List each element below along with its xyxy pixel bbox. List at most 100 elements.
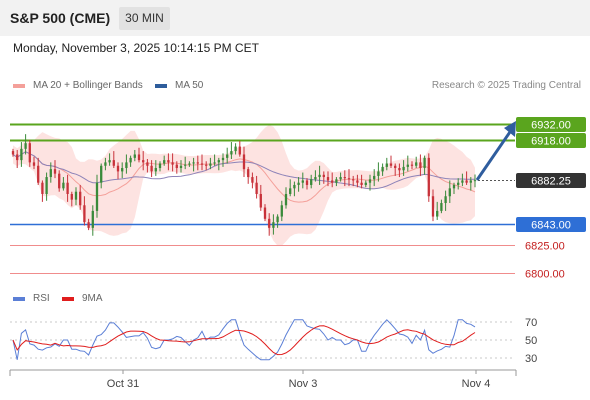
candle: [356, 174, 359, 188]
candle-body: [234, 146, 237, 152]
candle: [95, 174, 99, 218]
candle: [150, 160, 153, 178]
last-price-tag: [516, 173, 586, 188]
candle: [284, 187, 288, 209]
candle-body: [108, 160, 111, 163]
candle: [242, 146, 246, 178]
candle: [427, 153, 430, 202]
candle: [263, 204, 267, 222]
candle: [188, 161, 191, 167]
candle-body: [314, 177, 317, 180]
candle: [347, 169, 351, 187]
forecast-arrow-icon: [504, 121, 516, 137]
candle-body: [205, 164, 208, 166]
candle: [305, 178, 309, 190]
candle: [70, 191, 73, 207]
rsi-panel: 70 50 30: [10, 317, 537, 365]
candle-body: [11, 151, 15, 155]
candle-body: [289, 188, 292, 194]
candle-body: [87, 222, 90, 228]
candle: [217, 157, 220, 171]
x-axis: Oct 31 Nov 3 Nov 4: [9, 369, 517, 390]
candle-body: [457, 182, 460, 185]
rsi-lines: [12, 319, 476, 361]
candle: [469, 177, 472, 191]
rsi-swatch: [13, 296, 25, 301]
candle: [297, 177, 300, 192]
candle: [221, 153, 225, 167]
candle-body: [347, 178, 351, 180]
candle: [238, 140, 241, 157]
candle-body: [389, 163, 393, 166]
candle: [465, 171, 468, 185]
candle: [335, 177, 338, 187]
candle: [121, 162, 124, 179]
candle-body: [179, 165, 183, 169]
candle-body: [364, 182, 367, 185]
legend-ma50: MA 50: [155, 80, 203, 91]
candle-body: [406, 164, 409, 167]
candle-body: [377, 171, 380, 176]
candle-body: [137, 154, 141, 161]
pivot-tag-3: [516, 217, 586, 232]
candle: [406, 155, 409, 172]
candle-body: [394, 165, 397, 169]
candle: [339, 172, 342, 182]
candle-body: [91, 210, 94, 228]
candle-body: [58, 173, 61, 189]
candle: [368, 174, 372, 191]
rsi-tick-30: 30: [525, 353, 537, 365]
candle-body: [276, 216, 279, 223]
candle-body: [465, 180, 468, 183]
candle-body: [339, 177, 342, 180]
candle-body: [381, 166, 384, 172]
candle-body: [423, 157, 426, 169]
candle-body: [41, 182, 44, 194]
candle-body: [163, 160, 166, 164]
candle-body: [331, 180, 334, 183]
rsi-tick-70: 70: [525, 317, 537, 329]
candle-body: [133, 154, 136, 158]
candle: [457, 178, 460, 190]
candle-body: [440, 203, 443, 211]
candle-body: [49, 169, 52, 178]
candle-body: [415, 162, 418, 166]
candle: [389, 155, 393, 169]
candle: [32, 156, 36, 170]
candle-body: [129, 157, 132, 163]
candle-body: [305, 180, 309, 185]
research-credit: Research © 2025 Trading Central: [431, 80, 581, 91]
candle-body: [448, 188, 451, 197]
candle: [394, 163, 397, 176]
candle-body: [53, 169, 57, 174]
candle-body: [263, 207, 267, 219]
candle-body: [70, 193, 73, 200]
candle: [360, 174, 363, 189]
last-price-text: 6882.25: [531, 176, 571, 188]
candle: [436, 201, 439, 220]
candle: [255, 175, 258, 199]
candle-body: [272, 222, 275, 228]
datetime-label: Monday, November 3, 2025 10:14:15 PM CET: [13, 41, 259, 55]
candle: [205, 161, 208, 171]
interval-button[interactable]: 30 MIN: [119, 7, 170, 30]
candle-body: [284, 193, 288, 206]
legend-rsi-label: RSI: [33, 293, 50, 304]
forecast-arrow-line: [475, 128, 514, 181]
candle: [87, 218, 90, 231]
candle: [83, 196, 86, 226]
candle-body: [431, 196, 435, 217]
candle: [129, 155, 132, 167]
resistance-tag-1: [516, 133, 586, 148]
candle: [322, 171, 325, 184]
candle-body: [213, 162, 216, 164]
candle-body: [452, 184, 456, 189]
bollinger-band: [13, 124, 475, 246]
candle-body: [121, 168, 124, 172]
candle: [326, 171, 330, 187]
candle-body: [255, 182, 258, 194]
candle-body: [293, 184, 296, 189]
candle-body: [188, 163, 191, 165]
candle-body: [45, 177, 48, 194]
